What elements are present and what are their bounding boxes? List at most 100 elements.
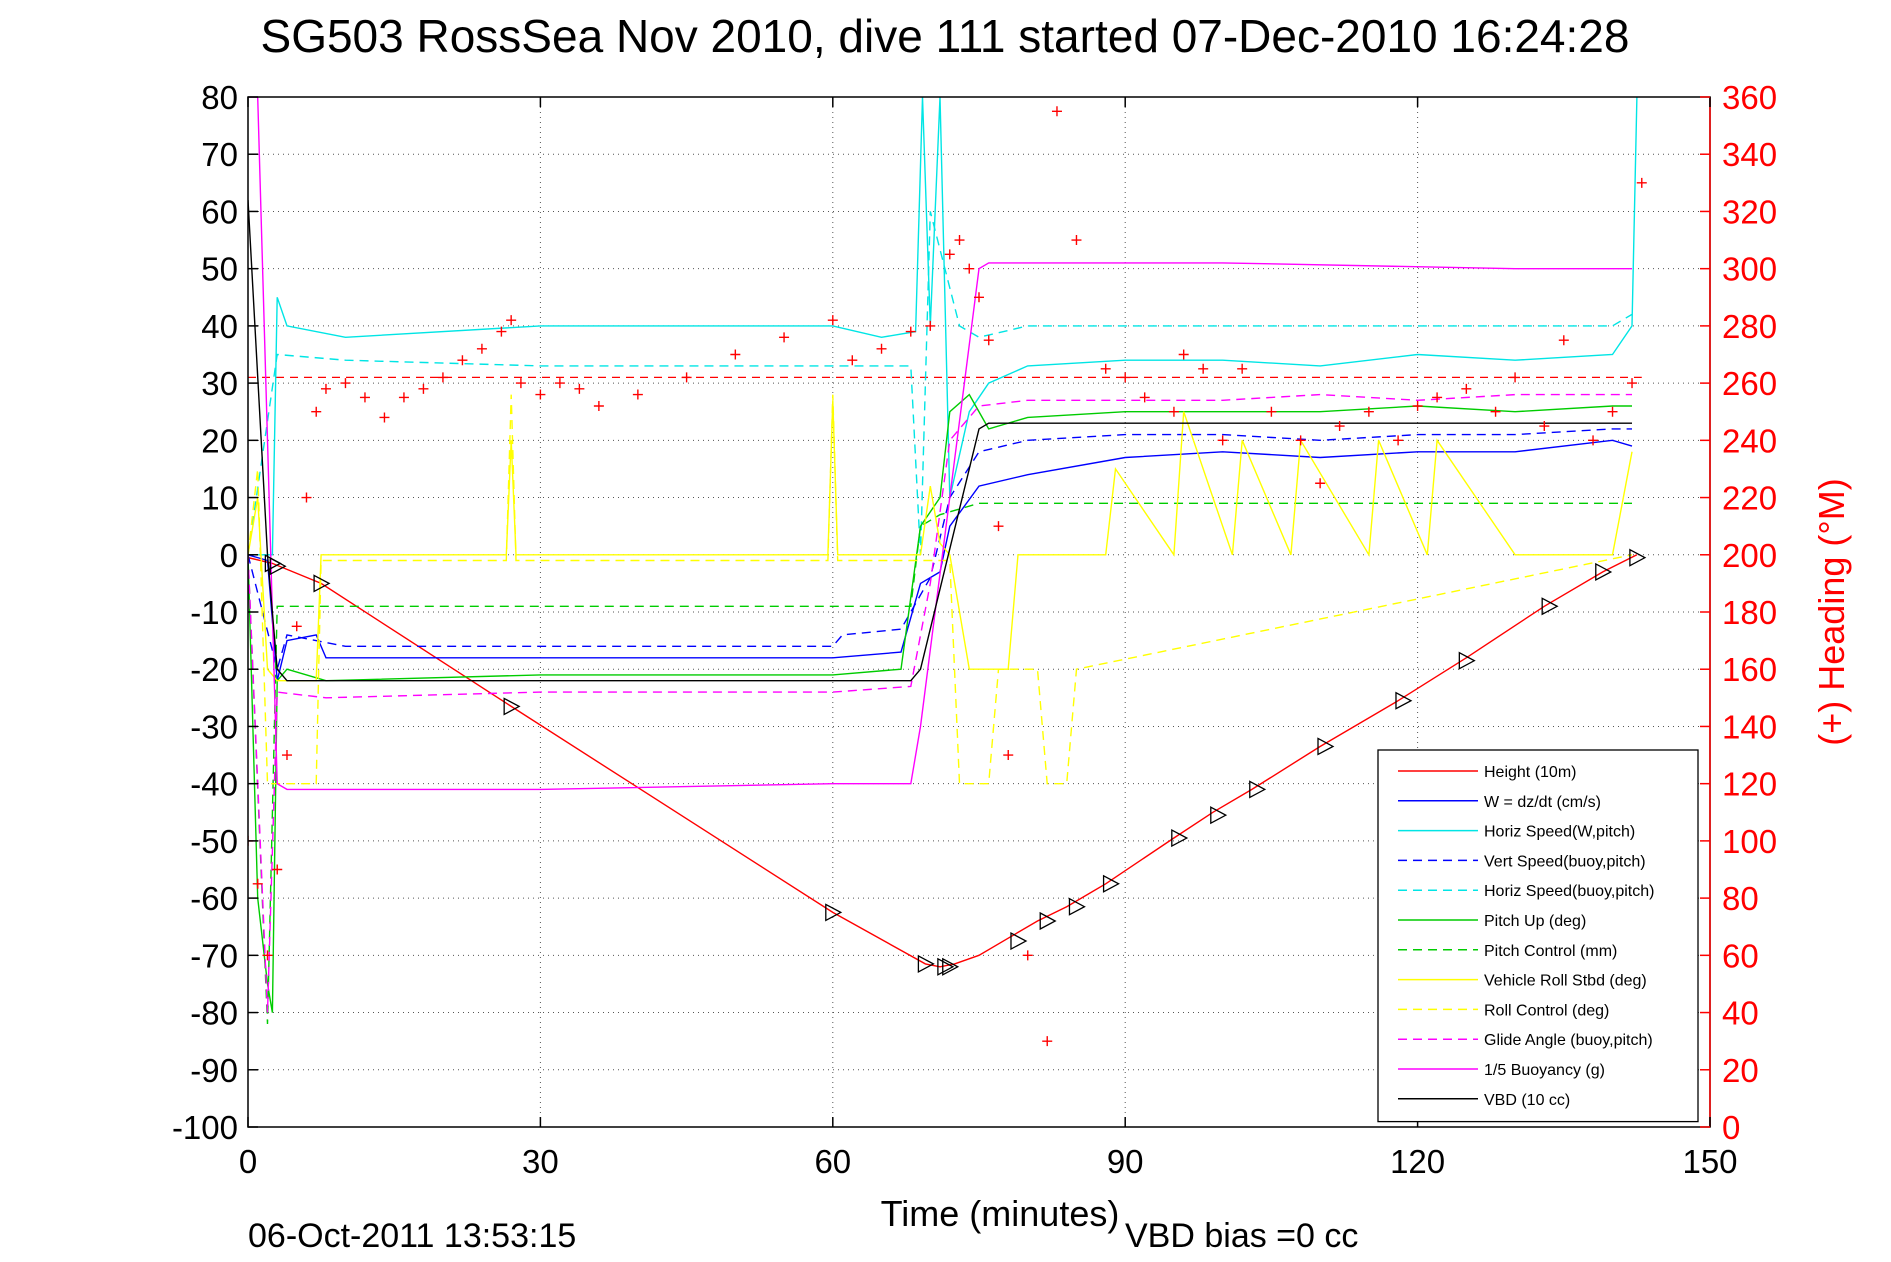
heading-point (1237, 363, 1248, 374)
legend-label: Vehicle Roll Stbd (deg) (1484, 973, 1647, 990)
y-tick-label: -90 (190, 1052, 238, 1089)
heading-point (827, 315, 838, 326)
heading-point (983, 335, 994, 346)
axis-ticks: 0 30 60 90 120 15080706050403020100-10-20-30-… (172, 79, 1777, 1180)
timestamp-footer: 06-Oct-2011 13:53:15 (248, 1217, 576, 1255)
right-axis-label: (+) Heading (°M) (1811, 478, 1852, 745)
heading-point (876, 343, 887, 354)
y2-tick-label: 320 (1722, 193, 1777, 230)
heading-point (1432, 392, 1443, 403)
series-line-10 (248, 97, 1632, 791)
heading-point (340, 378, 351, 389)
dive-marker (1039, 911, 1057, 931)
y2-tick-label: 220 (1722, 480, 1777, 517)
dive-marker (1171, 828, 1189, 848)
legend-label: Height (10m) (1484, 764, 1576, 781)
heading-point (1217, 435, 1228, 446)
x-tick-label: 60 (814, 1143, 851, 1180)
y2-tick-label: 280 (1722, 308, 1777, 345)
y2-tick-label: 100 (1722, 823, 1777, 860)
heading-point (847, 355, 858, 366)
y-tick-label: 80 (201, 79, 238, 116)
dive-marker (1210, 806, 1228, 825)
heading-point (905, 326, 916, 337)
heading-point (1539, 421, 1550, 432)
dive-marker (503, 697, 521, 716)
heading-point (1315, 478, 1326, 489)
heading-point (1120, 372, 1131, 383)
x-axis-label: Time (minutes) (881, 1193, 1120, 1234)
heading-point (506, 315, 517, 326)
y-tick-label: 20 (201, 422, 238, 459)
x-tick-label: 150 (1682, 1143, 1737, 1180)
heading-point (1558, 335, 1569, 346)
x-tick-label: 120 (1390, 1143, 1445, 1180)
heading-point (1139, 392, 1150, 403)
x-tick-label: 90 (1107, 1143, 1144, 1180)
heading-point (1100, 363, 1111, 374)
dive-marker (1458, 651, 1476, 670)
series-line-11 (248, 199, 1632, 682)
y-tick-label: -70 (190, 937, 238, 974)
y-tick-label: -30 (190, 708, 238, 745)
heading-point (418, 383, 429, 394)
legend-label: Horiz Speed(W,pitch) (1484, 824, 1635, 841)
y2-tick-label: 300 (1722, 251, 1777, 288)
heading-point (320, 383, 331, 394)
heading-point (1168, 406, 1179, 417)
y2-tick-label: 60 (1722, 937, 1759, 974)
y-tick-label: 40 (201, 308, 238, 345)
heading-point (272, 864, 283, 875)
heading-point (1636, 177, 1647, 188)
heading-point (535, 389, 546, 400)
series-line-2 (248, 97, 1638, 556)
legend-label: 1/5 Buoyancy (g) (1484, 1062, 1605, 1079)
heading-point (252, 878, 263, 889)
y-tick-label: 60 (201, 193, 238, 230)
dive-marker (1541, 597, 1559, 616)
legend-label: Pitch Up (deg) (1484, 913, 1586, 930)
heading-point (311, 406, 322, 417)
dive-marker (917, 954, 935, 974)
heading-point (993, 521, 1004, 532)
heading-point (1198, 363, 1209, 374)
legend-label: Roll Control (deg) (1484, 1002, 1609, 1019)
heading-point (1490, 406, 1501, 417)
dive-marker (937, 957, 955, 976)
y-tick-label: -100 (172, 1109, 238, 1146)
dive-marker (942, 957, 960, 976)
dive-marker (1068, 897, 1086, 916)
y2-tick-label: 260 (1722, 365, 1777, 402)
dive-marker (1629, 548, 1647, 567)
heading-point (554, 378, 565, 389)
legend: Height (10m) W = dz/dt (cm/s) Horiz Speed(… (1377, 749, 1699, 1123)
heading-point (1627, 378, 1638, 389)
heading-point (1071, 235, 1082, 246)
y-tick-label: -20 (190, 651, 238, 688)
heading-point (1363, 406, 1374, 417)
series-line-0 (248, 554, 1638, 968)
heading-point (632, 389, 643, 400)
heading-point (515, 378, 526, 389)
heading-point (359, 392, 370, 403)
series-line-6 (248, 502, 1632, 1025)
heading-point (457, 355, 468, 366)
heading-point (262, 950, 273, 961)
y-tick-label: 30 (201, 365, 238, 402)
heading-point (398, 392, 409, 403)
y2-tick-label: 20 (1722, 1052, 1759, 1089)
series-line-4 (248, 211, 1633, 555)
heading-point (730, 349, 741, 360)
legend-label: W = dz/dt (cm/s) (1484, 794, 1601, 811)
heading-point (1588, 435, 1599, 446)
y2-tick-label: 340 (1722, 136, 1777, 173)
series-line-5 (248, 393, 1632, 1013)
dive-marker (825, 903, 843, 922)
legend-label: Glide Angle (buoy,pitch) (1484, 1032, 1653, 1049)
legend-label: Vert Speed(buoy,pitch) (1484, 853, 1646, 870)
heading-point (1042, 1036, 1053, 1047)
heading-point (593, 401, 604, 411)
legend-label: VBD (10 cc) (1484, 1092, 1570, 1109)
legend-label: Pitch Control (mm) (1484, 943, 1617, 960)
